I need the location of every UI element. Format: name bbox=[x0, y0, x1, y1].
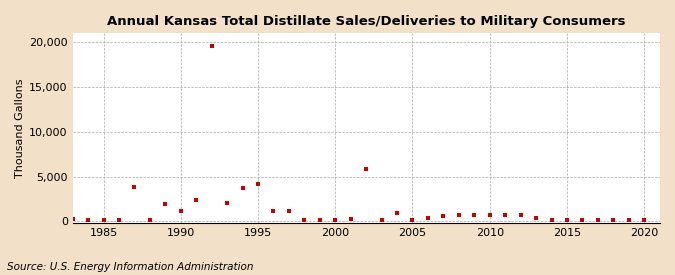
Point bbox=[376, 218, 387, 223]
Point bbox=[407, 218, 418, 223]
Point bbox=[144, 218, 155, 223]
Point bbox=[531, 216, 541, 220]
Point bbox=[284, 209, 294, 214]
Point bbox=[485, 213, 495, 217]
Point bbox=[577, 218, 588, 223]
Point bbox=[546, 218, 557, 223]
Point bbox=[252, 182, 263, 186]
Point bbox=[268, 209, 279, 214]
Point bbox=[608, 218, 619, 223]
Point bbox=[623, 218, 634, 223]
Point bbox=[500, 213, 510, 217]
Point bbox=[315, 217, 325, 222]
Point bbox=[562, 218, 572, 223]
Point bbox=[438, 214, 449, 218]
Point bbox=[207, 44, 217, 48]
Point bbox=[221, 201, 232, 206]
Point bbox=[160, 202, 171, 207]
Point bbox=[639, 218, 649, 223]
Point bbox=[176, 209, 186, 214]
Point bbox=[593, 218, 603, 223]
Point bbox=[360, 167, 371, 172]
Point bbox=[454, 213, 464, 217]
Point bbox=[346, 216, 356, 221]
Point bbox=[129, 185, 140, 189]
Point bbox=[98, 218, 109, 223]
Point bbox=[392, 211, 402, 216]
Title: Annual Kansas Total Distillate Sales/Deliveries to Military Consumers: Annual Kansas Total Distillate Sales/Del… bbox=[107, 15, 626, 28]
Point bbox=[191, 198, 202, 202]
Point bbox=[237, 186, 248, 190]
Point bbox=[330, 218, 341, 223]
Point bbox=[113, 218, 124, 223]
Y-axis label: Thousand Gallons: Thousand Gallons bbox=[15, 78, 25, 178]
Point bbox=[469, 213, 480, 217]
Point bbox=[299, 217, 310, 222]
Point bbox=[515, 213, 526, 217]
Point bbox=[423, 216, 433, 220]
Text: Source: U.S. Energy Information Administration: Source: U.S. Energy Information Administ… bbox=[7, 262, 253, 272]
Point bbox=[83, 218, 94, 223]
Point bbox=[68, 216, 78, 221]
